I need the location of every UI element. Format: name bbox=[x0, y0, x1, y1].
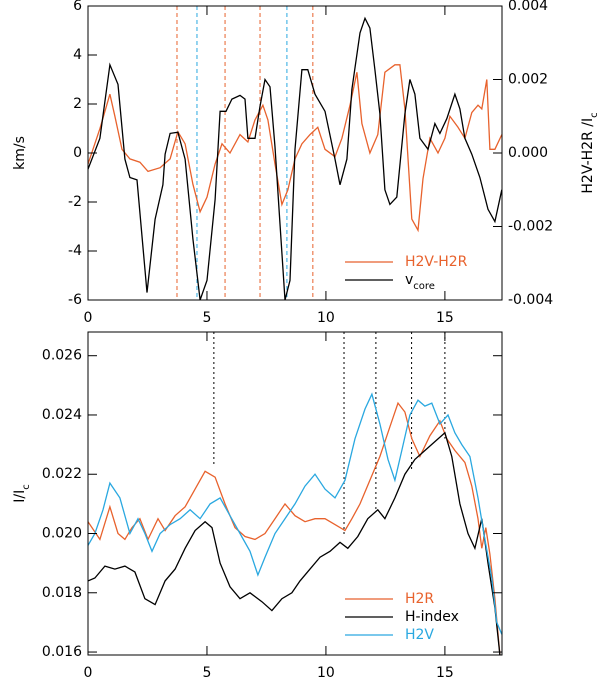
legend-label-part: H2V-H2R bbox=[405, 254, 468, 270]
legend-label: H2V bbox=[405, 627, 434, 643]
y-tick-label: 0.026 bbox=[42, 348, 82, 364]
plot-area bbox=[88, 6, 502, 300]
legend-label: vcore bbox=[405, 272, 435, 292]
series-line bbox=[88, 392, 502, 635]
x-tick-label: 10 bbox=[317, 310, 335, 326]
y2-axis-label: H2V-H2R /Ic bbox=[580, 112, 600, 193]
x-tick-label: 15 bbox=[436, 310, 454, 326]
series-line bbox=[88, 431, 501, 655]
y2-tick-label: -0.002 bbox=[508, 219, 553, 235]
y-tick-label: 0.024 bbox=[42, 407, 82, 423]
y-tick-label: 6 bbox=[73, 0, 82, 14]
legend-label-part: core bbox=[413, 281, 435, 292]
legend-label-part: H2V bbox=[405, 627, 434, 643]
x-tick-label: 5 bbox=[203, 665, 212, 679]
y-tick-label: -2 bbox=[68, 194, 82, 210]
series-line bbox=[88, 401, 501, 655]
legend-label-part: H2R bbox=[405, 591, 434, 607]
legend-label: H2R bbox=[405, 591, 434, 607]
y-tick-label: 0 bbox=[73, 145, 82, 161]
legend-label-part: v bbox=[405, 272, 413, 288]
x-tick-label: 0 bbox=[84, 665, 93, 679]
series-line bbox=[88, 64, 502, 233]
y2-axis-label-part: c bbox=[589, 112, 600, 118]
y2-tick-label: -0.004 bbox=[508, 292, 553, 308]
y-tick-label: -4 bbox=[68, 243, 82, 259]
y-axis-label-part: I/I bbox=[12, 490, 28, 503]
y-tick-label: 0.016 bbox=[42, 644, 82, 660]
y-tick-label: 0.020 bbox=[42, 526, 82, 542]
x-tick-label: 0 bbox=[84, 310, 93, 326]
y-tick-label: 4 bbox=[73, 47, 82, 63]
legend-label: H-index bbox=[405, 609, 459, 625]
y-tick-label: 0.022 bbox=[42, 466, 82, 482]
x-tick-label: 15 bbox=[436, 665, 454, 679]
y-axis-label-part: km/s bbox=[12, 136, 28, 170]
x-tick-label: 5 bbox=[203, 310, 212, 326]
y2-tick-label: 0.002 bbox=[508, 72, 548, 88]
plot-frame bbox=[87, 331, 503, 656]
y2-tick-label: 0.000 bbox=[508, 145, 548, 161]
y-axis-label-part: c bbox=[21, 484, 32, 490]
y2-axis-label-part: H2V-H2R /I bbox=[580, 118, 596, 194]
x-tick-label: 10 bbox=[317, 665, 335, 679]
y-tick-label: 0.018 bbox=[42, 585, 82, 601]
series-line bbox=[88, 16, 502, 300]
y2-tick-label: 0.004 bbox=[508, 0, 548, 14]
plot-area bbox=[88, 332, 502, 655]
y-tick-label: -6 bbox=[68, 292, 82, 308]
y-axis-label: km/s bbox=[12, 136, 28, 170]
y-axis-label: I/Ic bbox=[12, 484, 32, 502]
legend-label-part: H-index bbox=[405, 609, 459, 625]
y-tick-label: 2 bbox=[73, 96, 82, 112]
legend-label: H2V-H2R bbox=[405, 254, 468, 270]
